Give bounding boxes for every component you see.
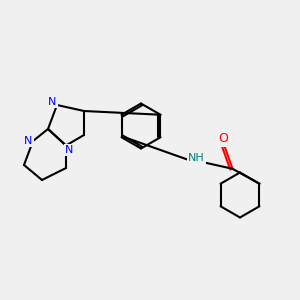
Text: N: N bbox=[65, 145, 73, 155]
Text: N: N bbox=[48, 97, 57, 107]
Text: O: O bbox=[218, 132, 228, 145]
Text: NH: NH bbox=[188, 153, 205, 163]
Text: N: N bbox=[24, 136, 33, 146]
